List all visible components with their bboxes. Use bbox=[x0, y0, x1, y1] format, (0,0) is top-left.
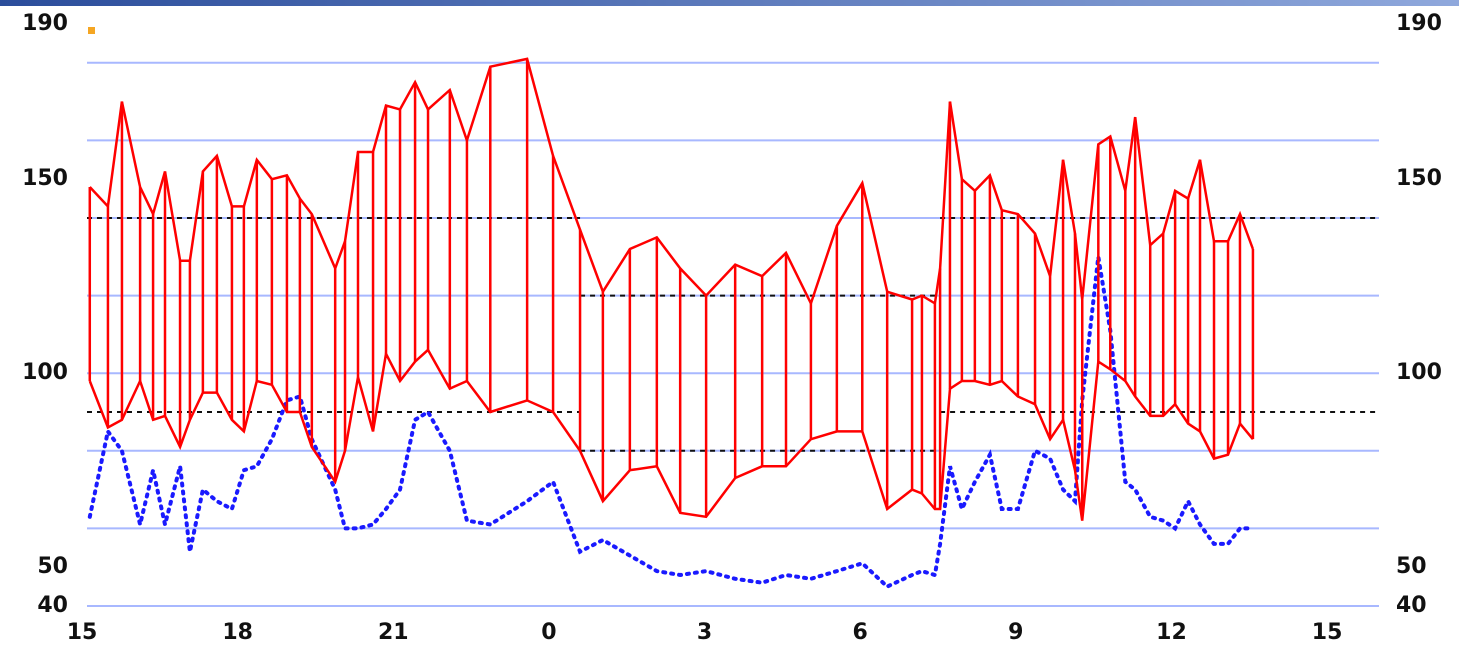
x-tick-label: 15 bbox=[67, 620, 98, 645]
plot bbox=[87, 57, 1255, 589]
x-tick-label: 9 bbox=[1008, 620, 1023, 645]
y2-tick-label: 150 bbox=[1396, 166, 1442, 191]
y-tick-label: 150 bbox=[22, 166, 68, 191]
x-tick-label: 15 bbox=[1312, 620, 1343, 645]
diastolic-line bbox=[88, 347, 1254, 521]
y2-tick-label: 40 bbox=[1396, 593, 1427, 618]
marker-icon bbox=[88, 27, 95, 34]
y-tick-label: 40 bbox=[37, 593, 68, 618]
axis-labels: 40 40 50 50 100 100 150 150 190 190 15 18 21 0 3 6 9 12 15 bbox=[22, 11, 1442, 645]
x-tick-label: 21 bbox=[378, 620, 409, 645]
y2-tick-label: 190 bbox=[1396, 11, 1442, 36]
y2-tick-label: 50 bbox=[1396, 554, 1427, 579]
top-bar bbox=[0, 0, 1459, 6]
x-tick-label: 12 bbox=[1156, 620, 1187, 645]
grid bbox=[87, 61, 1379, 607]
y-tick-label: 100 bbox=[22, 360, 68, 385]
x-tick-label: 18 bbox=[222, 620, 253, 645]
y-tick-label: 50 bbox=[37, 554, 68, 579]
y-tick-label: 190 bbox=[22, 11, 68, 36]
x-tick-label: 3 bbox=[697, 620, 712, 645]
y2-tick-label: 100 bbox=[1396, 360, 1442, 385]
x-tick-label: 0 bbox=[541, 620, 556, 645]
heart-rate-line bbox=[87, 256, 1255, 589]
x-tick-label: 6 bbox=[853, 620, 868, 645]
systolic-line bbox=[88, 57, 1255, 307]
